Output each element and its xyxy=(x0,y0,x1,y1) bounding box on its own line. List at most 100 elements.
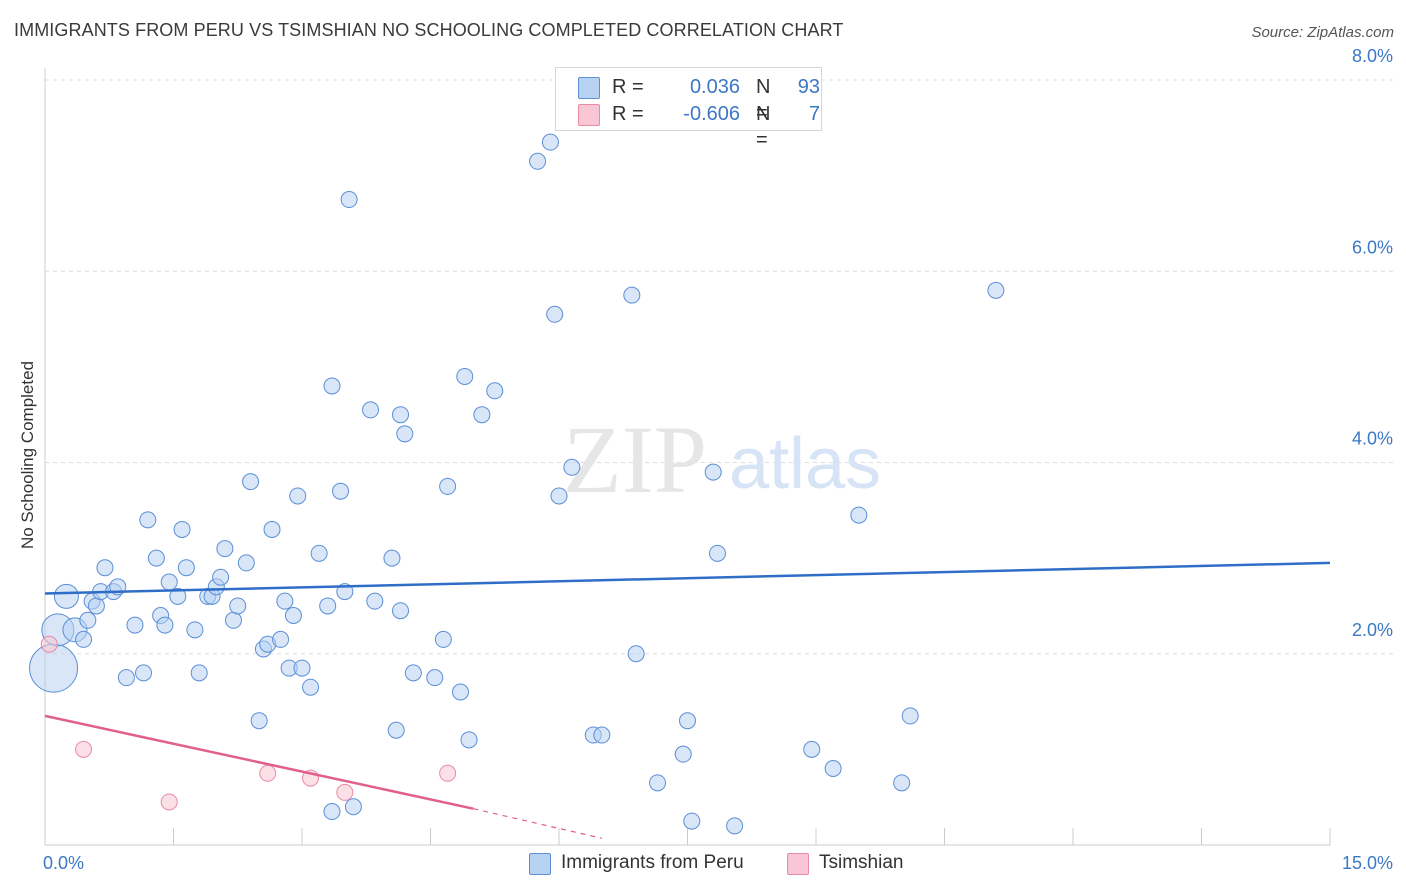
peru-point xyxy=(139,511,157,529)
bottom-swatch-tsimshian xyxy=(787,853,809,875)
tsimshian-point xyxy=(439,764,457,782)
peru-point xyxy=(550,487,568,505)
legend-swatch-peru xyxy=(578,77,600,99)
tsimshian-point xyxy=(160,793,178,811)
peru-point xyxy=(224,611,242,629)
peru-point xyxy=(126,616,144,634)
peru-point xyxy=(451,683,469,701)
peru-point xyxy=(75,630,93,648)
source-label: Source: ZipAtlas.com xyxy=(1251,24,1394,41)
tsimshian-point xyxy=(336,783,354,801)
peru-point xyxy=(135,664,153,682)
peru-point xyxy=(987,281,1005,299)
chart-title: IMMIGRANTS FROM PERU VS TSIMSHIAN NO SCH… xyxy=(14,20,844,40)
peru-point xyxy=(708,544,726,562)
peru-point xyxy=(627,645,645,663)
peru-point xyxy=(340,191,358,209)
peru-point xyxy=(362,401,380,419)
peru-point xyxy=(87,597,105,615)
peru-point xyxy=(310,544,328,562)
peru-point xyxy=(593,726,611,744)
legend-r-label: R = xyxy=(612,103,644,125)
peru-trend-line xyxy=(44,561,1331,595)
peru-point xyxy=(177,559,195,577)
peru-point xyxy=(426,669,444,687)
peru-point xyxy=(704,463,722,481)
peru-point xyxy=(250,712,268,730)
peru-point xyxy=(319,597,337,615)
watermark: ZIP atlas xyxy=(563,406,881,513)
correlation-legend: R = 0.036 N = 93 R = -0.606 N = 7 xyxy=(555,67,822,151)
peru-point xyxy=(529,152,547,170)
peru-point xyxy=(674,745,692,763)
y-tick-label: 6.0% xyxy=(1352,237,1393,257)
bottom-legend-label: Immigrants from Peru xyxy=(561,852,744,873)
peru-point xyxy=(147,549,165,567)
peru-point xyxy=(456,367,474,385)
tsimshian-trend-extension xyxy=(473,808,602,839)
peru-point xyxy=(173,520,191,538)
legend-n-value: 7 xyxy=(808,103,820,125)
peru-point xyxy=(893,774,911,792)
peru-point xyxy=(439,477,457,495)
peru-point xyxy=(263,520,281,538)
peru-point xyxy=(541,133,559,151)
peru-point xyxy=(190,664,208,682)
x-tick-label: 0.0% xyxy=(43,853,84,873)
peru-point xyxy=(323,803,341,821)
legend-n-label: N = xyxy=(756,103,771,151)
peru-point xyxy=(486,382,504,400)
peru-point xyxy=(293,659,311,677)
peru-point xyxy=(216,540,234,558)
trend-layer xyxy=(44,561,1331,839)
peru-point xyxy=(289,487,307,505)
peru-point xyxy=(169,587,187,605)
bottom-legend-label: Tsimshian xyxy=(819,852,904,873)
points-layer xyxy=(29,133,1005,835)
watermark-zip: ZIP xyxy=(563,406,707,513)
peru-point xyxy=(242,473,260,491)
peru-point xyxy=(850,506,868,524)
peru-point xyxy=(396,425,414,443)
peru-point xyxy=(404,664,422,682)
y-tick-label: 2.0% xyxy=(1352,620,1393,640)
legend-swatch-tsimshian xyxy=(578,104,600,126)
peru-point xyxy=(323,377,341,395)
legend-n-label: N = xyxy=(756,76,771,124)
tsimshian-point xyxy=(75,740,93,758)
peru-point xyxy=(186,621,204,639)
peru-point xyxy=(803,740,821,758)
tsimshian-point xyxy=(40,635,58,653)
peru-point xyxy=(460,731,478,749)
peru-point xyxy=(344,798,362,816)
tick-labels: 2.0% 4.0% 6.0% 8.0% 0.0% 15.0% xyxy=(43,46,1393,873)
peru-point xyxy=(387,721,405,739)
legend-r-value: -0.606 xyxy=(683,103,740,125)
peru-point xyxy=(229,597,247,615)
axis-layer xyxy=(44,68,1331,846)
peru-point xyxy=(901,707,919,725)
watermark-atlas: atlas xyxy=(729,424,881,504)
peru-point xyxy=(276,592,294,610)
peru-point xyxy=(117,669,135,687)
peru-point xyxy=(383,549,401,567)
legend-r-label: R = xyxy=(612,76,644,98)
y-tick-label: 4.0% xyxy=(1352,429,1393,449)
bottom-swatch-peru xyxy=(529,853,551,875)
peru-point xyxy=(302,678,320,696)
peru-point xyxy=(434,630,452,648)
peru-point xyxy=(284,607,302,624)
legend-r-value: 0.036 xyxy=(689,76,740,98)
tsimshian-trend-line xyxy=(44,714,474,810)
peru-point xyxy=(392,406,410,424)
legend-n-value: 93 xyxy=(797,76,820,98)
peru-point xyxy=(392,602,410,620)
peru-point xyxy=(160,573,178,591)
peru-point xyxy=(824,760,842,777)
peru-point xyxy=(332,482,350,500)
y-tick-label: 8.0% xyxy=(1352,46,1393,66)
peru-point xyxy=(623,286,641,304)
peru-point xyxy=(679,712,696,730)
peru-point xyxy=(563,458,581,476)
